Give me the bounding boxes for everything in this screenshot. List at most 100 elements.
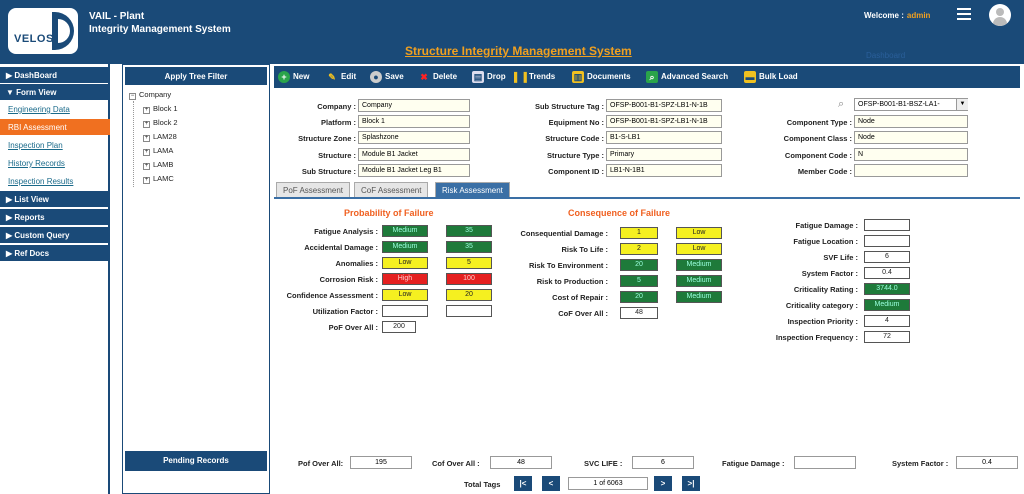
component-id-label: Component ID : [548, 167, 604, 176]
structure-type-field[interactable]: Primary [606, 148, 722, 161]
nav-reports[interactable]: ▶ Reports [0, 209, 110, 225]
magnifier-icon[interactable]: ⌕ [838, 98, 845, 110]
nav-inspection-plan[interactable]: Inspection Plan [8, 141, 63, 150]
criticality-category-value: Medium [864, 299, 910, 311]
bulk-load-button[interactable]: ▬ Bulk Load [744, 71, 798, 83]
page-indicator[interactable]: 1 of 6063 [568, 477, 648, 490]
tab-pof-assessment[interactable]: PoF Assessment [276, 182, 351, 198]
nav-list-view[interactable]: ▶ List View [0, 191, 110, 207]
nav-form-view[interactable]: ▼ Form View [0, 84, 110, 100]
nav-engineering-data[interactable]: Engineering Data [8, 105, 70, 114]
component-type-field[interactable]: Node [854, 115, 968, 128]
app-title: VAIL - Plant [89, 11, 145, 22]
hamburger-menu-icon[interactable] [957, 8, 971, 20]
corrosion-risk-score: 100 [446, 273, 492, 285]
documents-button[interactable]: ▥ Documents [572, 71, 631, 83]
trends-button[interactable]: ▌▐ Trends [514, 72, 556, 82]
tree-node[interactable]: + LAMC [143, 174, 174, 184]
sub-structure-tag-field[interactable]: OFSP-B001-B1-SPZ-LB1-N-1B [606, 99, 722, 112]
toolbar: + New ✎ Edit ● Save ✖ Delete ▤ Drop ▌▐ Trends … [274, 66, 1020, 88]
nav-rbi-assessment[interactable]: RBI Assessment [0, 119, 110, 135]
equipment-no-field[interactable]: OFSP-B001-B1-SPZ-LB1-N-1B [606, 115, 722, 128]
tree-node-root[interactable]: − Company [129, 90, 172, 100]
user-avatar-icon[interactable] [989, 4, 1011, 26]
main-content: + New ✎ Edit ● Save ✖ Delete ▤ Drop ▌▐ Trends … [272, 64, 1024, 494]
collapse-icon[interactable]: − [129, 93, 136, 100]
plus-icon: + [278, 71, 290, 83]
pof-overall-summary-label: Pof Over All: [298, 459, 344, 468]
svc-life-summary-label: SVC LIFE : [584, 459, 623, 468]
nav-ref-docs[interactable]: ▶ Ref Docs [0, 245, 110, 261]
component-class-field[interactable]: Node [854, 131, 968, 144]
nav-history-records[interactable]: History Records [8, 159, 65, 168]
inspection-priority-value: 4 [864, 315, 910, 327]
app-subtitle: Integrity Management System [89, 24, 231, 35]
tree-node[interactable]: + LAMA [143, 146, 174, 156]
tree-node[interactable]: + Block 2 [143, 118, 178, 128]
anomalies-score: 5 [446, 257, 492, 269]
next-page-button[interactable]: > [654, 476, 672, 491]
apply-tree-filter-button[interactable]: Apply Tree Filter [125, 67, 267, 85]
save-button[interactable]: ● Save [370, 71, 404, 83]
risk-assessment-panel: Probability of Failure Consequence of Fa… [274, 199, 1020, 455]
chevron-down-icon[interactable]: ▼ [956, 99, 968, 110]
sub-structure-tag-label: Sub Structure Tag : [534, 102, 604, 111]
member-code-label: Member Code : [797, 167, 852, 176]
nav-custom-query[interactable]: ▶ Custom Query [0, 227, 110, 243]
drop-button[interactable]: ▤ Drop [472, 71, 506, 83]
advanced-search-button[interactable]: ⌕ Advanced Search [646, 71, 728, 83]
fatigue-location-value[interactable] [864, 235, 910, 247]
expand-icon[interactable]: + [143, 149, 150, 156]
edit-button[interactable]: ✎ Edit [326, 71, 356, 83]
expand-icon[interactable]: + [143, 163, 150, 170]
utilization-factor-rating[interactable] [382, 305, 428, 317]
fatigue-damage-label: Fatigue Damage : [795, 221, 858, 230]
tab-cof-assessment[interactable]: CoF Assessment [354, 182, 429, 198]
criticality-rating-label: Criticality Rating : [793, 285, 858, 294]
sub-structure-label: Sub Structure : [301, 167, 356, 176]
member-code-field[interactable] [854, 164, 968, 177]
component-search-select[interactable]: OFSP-B001-B1-BSZ-LA1- [854, 98, 968, 111]
platform-field[interactable]: Block 1 [358, 115, 470, 128]
tree-node[interactable]: + LAMB [143, 160, 174, 170]
delete-x-icon: ✖ [420, 72, 428, 82]
structure-code-label: Structure Code : [545, 134, 604, 143]
component-id-field[interactable]: LB1-N-1B1 [606, 164, 722, 177]
new-button[interactable]: + New [278, 71, 309, 83]
component-code-field[interactable]: N [854, 148, 968, 161]
pof-title: Probability of Failure [344, 208, 434, 218]
expand-icon[interactable]: + [143, 135, 150, 142]
pending-records-button[interactable]: Pending Records [125, 451, 267, 471]
bar-chart-icon: ▌▐ [514, 72, 527, 82]
structure-label: Structure : [318, 151, 356, 160]
structure-zone-field[interactable]: Splashzone [358, 131, 470, 144]
tree-node[interactable]: + Block 1 [143, 104, 178, 114]
structure-field[interactable]: Module B1 Jacket [358, 148, 470, 161]
dashboard-link[interactable]: Dashboard [866, 51, 906, 60]
utilization-factor-score[interactable] [446, 305, 492, 317]
sidebar: ▶ DashBoard ▼ Form View Engineering Data… [0, 64, 110, 494]
company-field[interactable]: Company [358, 99, 470, 112]
nav-inspection-results[interactable]: Inspection Results [8, 177, 74, 186]
welcome-username[interactable]: admin [906, 11, 931, 20]
fatigue-location-label: Fatigue Location : [793, 237, 858, 246]
consequential-damage-score: 1 [620, 227, 658, 239]
tab-risk-assessment[interactable]: Risk Assessment [435, 182, 510, 198]
welcome-label: Welcome : [864, 11, 904, 20]
expand-icon[interactable]: + [143, 177, 150, 184]
prev-page-button[interactable]: < [542, 476, 560, 491]
structure-code-field[interactable]: B1-S-LB1 [606, 131, 722, 144]
expand-icon[interactable]: + [143, 121, 150, 128]
delete-button[interactable]: ✖ Delete [418, 71, 457, 83]
expand-icon[interactable]: + [143, 107, 150, 114]
pagination: Total Tags |< < 1 of 6063 > >| [274, 474, 1020, 494]
fatigue-damage-value[interactable] [864, 219, 910, 231]
structure-zone-label: Structure Zone : [298, 134, 356, 143]
first-page-button[interactable]: |< [514, 476, 532, 491]
sub-structure-field[interactable]: Module B1 Jacket Leg B1 [358, 164, 470, 177]
nav-dashboard[interactable]: ▶ DashBoard [0, 67, 110, 83]
consequential-damage-rating: Low [676, 227, 722, 239]
cost-of-repair-score: 20 [620, 291, 658, 303]
tree-node[interactable]: + LAM28 [143, 132, 177, 142]
last-page-button[interactable]: >| [682, 476, 700, 491]
